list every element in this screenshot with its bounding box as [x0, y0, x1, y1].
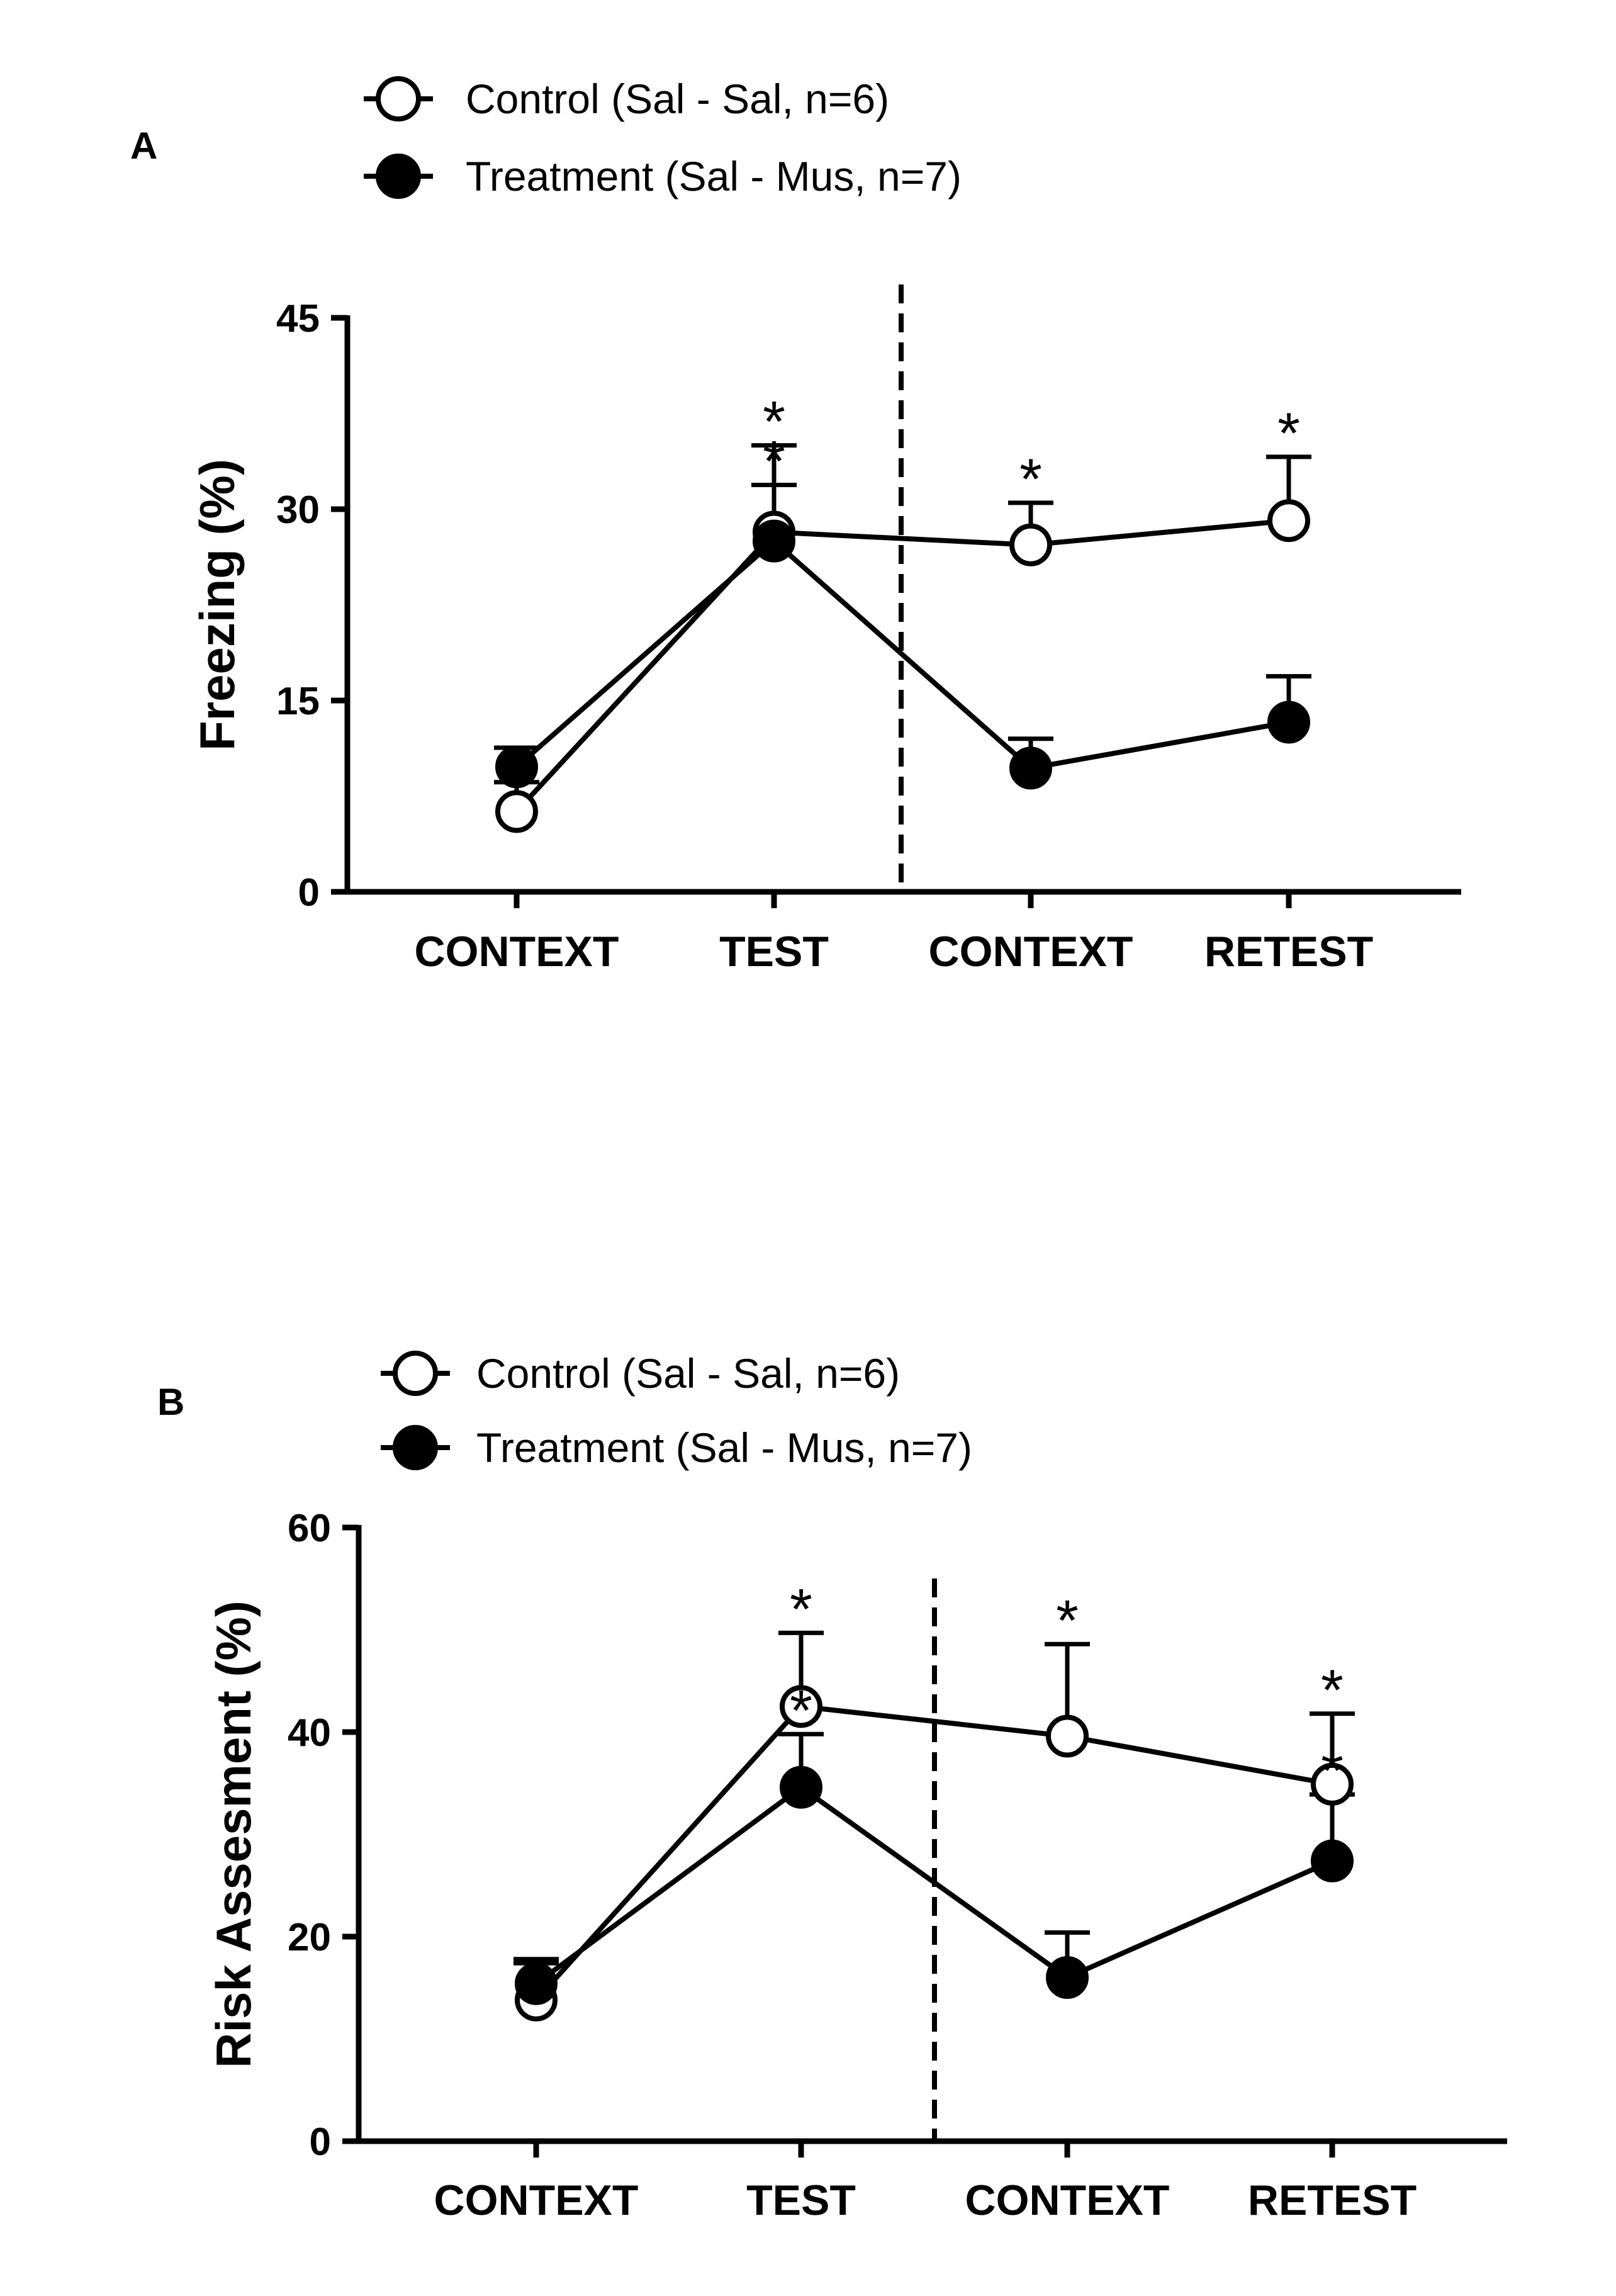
- y-tick-label: 30: [276, 488, 320, 532]
- significance-asterisk: *: [1321, 1658, 1344, 1723]
- panel-letter: A: [130, 125, 157, 167]
- legend-open-circle-icon: [393, 1351, 438, 1396]
- treatment-data-point: [495, 745, 538, 789]
- y-tick-label: 20: [288, 1916, 331, 1959]
- x-category-label: RETEST: [1204, 928, 1373, 976]
- treatment-data-point: [515, 1962, 558, 2005]
- legend-label: Treatment (Sal - Mus, n=7): [466, 153, 962, 200]
- treatment-data-point: [1009, 746, 1052, 790]
- control-data-point: [1009, 523, 1052, 566]
- significance-asterisk: *: [1019, 447, 1042, 512]
- x-category-label: CONTEXT: [434, 2176, 639, 2224]
- y-tick-label: 15: [276, 680, 320, 723]
- x-category-label: TEST: [719, 928, 829, 976]
- y-tick-label: 45: [276, 297, 320, 340]
- x-category-label: RETEST: [1248, 2176, 1417, 2224]
- legend-filled-circle-icon: [376, 154, 421, 199]
- treatment-series-line: [534, 1784, 1333, 1986]
- y-tick-label: 60: [288, 1507, 331, 1550]
- significance-asterisk: *: [1277, 402, 1300, 466]
- treatment-series-line: [515, 538, 1289, 771]
- y-tick-label: 0: [298, 871, 320, 914]
- treatment-data-point: [753, 519, 795, 563]
- panel-b: B Control (Sal - Sal, n=6) Treatment (Sal …: [157, 1350, 1507, 2224]
- control-series-line: [534, 1704, 1333, 2002]
- control-data-point: [1311, 1762, 1354, 1806]
- panel-letter: B: [157, 1381, 184, 1423]
- significance-asterisk: *: [1321, 1739, 1344, 1803]
- control-data-point: [1046, 1714, 1089, 1758]
- panel-a: A Control (Sal - Sal, n=6) Treatment (Sal …: [130, 76, 1461, 976]
- x-category-label: CONTEXT: [415, 928, 619, 976]
- y-tick-label: 40: [288, 1711, 331, 1755]
- treatment-data-point: [1267, 701, 1310, 744]
- significance-asterisk: *: [790, 1577, 812, 1641]
- treatment-data-point: [1046, 1956, 1089, 1999]
- control-data-point: [1267, 499, 1310, 543]
- x-category-label: CONTEXT: [929, 928, 1133, 976]
- legend-open-circle-icon: [376, 76, 421, 121]
- significance-asterisk: *: [790, 1679, 812, 1743]
- y-tick-label: 0: [310, 2120, 331, 2164]
- y-axis-title: Risk Assesment (%): [206, 1601, 261, 2068]
- legend-filled-circle-icon: [393, 1425, 438, 1470]
- control-data-point: [495, 790, 538, 833]
- treatment-data-point: [1311, 1839, 1354, 1882]
- control-series-line: [515, 518, 1289, 814]
- legend-label: Control (Sal - Sal, n=6): [476, 1350, 900, 1397]
- control-data-point: [780, 1685, 822, 1728]
- significance-asterisk: *: [763, 429, 785, 493]
- legend-label: Control (Sal - Sal, n=6): [466, 76, 889, 122]
- x-category-label: TEST: [746, 2176, 856, 2224]
- treatment-data-point: [780, 1765, 822, 1809]
- significance-asterisk: *: [1056, 1589, 1079, 1653]
- significance-asterisk: *: [763, 390, 785, 454]
- legend-label: Treatment (Sal - Mus, n=7): [476, 1424, 972, 1471]
- x-category-label: CONTEXT: [965, 2176, 1170, 2224]
- y-axis-title: Freezing (%): [189, 459, 245, 751]
